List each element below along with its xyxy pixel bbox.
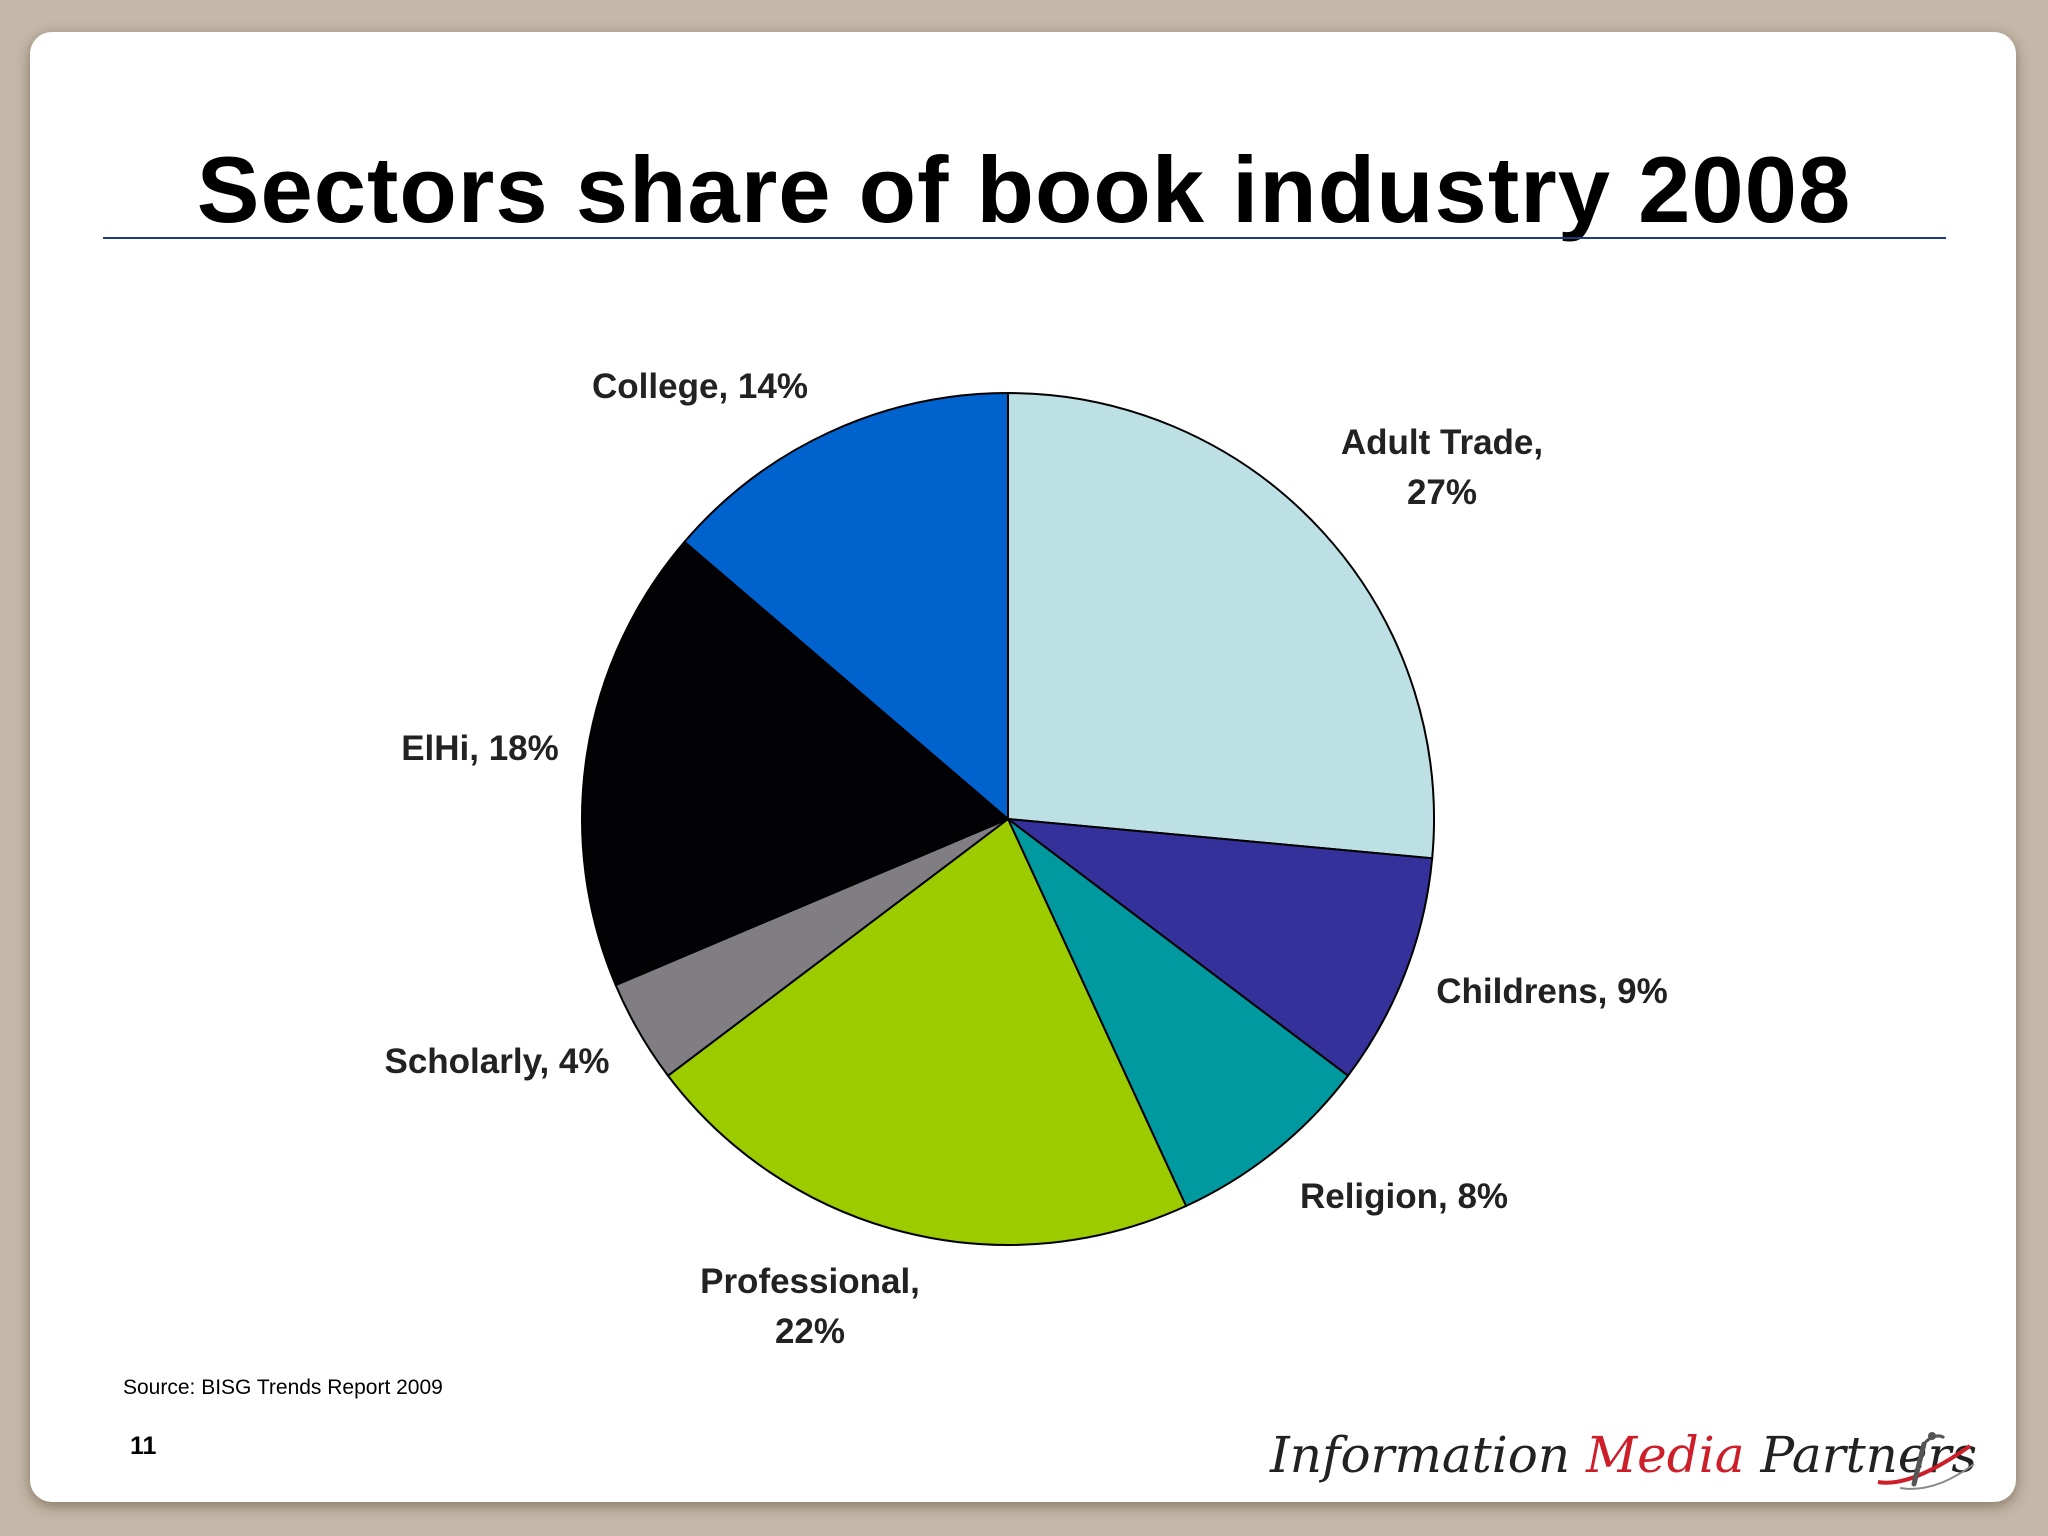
pie-label-adult-trade: Adult Trade, 27% — [1341, 423, 1543, 512]
pie-slice-elhi — [581, 540, 1010, 987]
title-underline — [103, 237, 1946, 239]
pie-slice-childrens — [1004, 817, 1434, 1078]
logo-word-information: Information — [1270, 1426, 1571, 1484]
pie-label-college: College, 14% — [592, 367, 808, 406]
pie-label-professional: Professional, 22% — [700, 1262, 920, 1351]
pie-label-childrens: Childrens, 9% — [1436, 972, 1667, 1011]
pie-labels: Adult Trade, 27% Childrens, 9% Religion, 8%… — [384, 367, 1667, 1351]
pie-label-scholarly: Scholarly, 4% — [384, 1042, 609, 1081]
pie-slices — [581, 391, 1435, 1246]
pie-slice-religion — [1007, 818, 1350, 1208]
slide-title: Sectors share of book industry 2008 — [196, 137, 1852, 242]
source-note: Source: BISG Trends Report 2009 — [123, 1376, 443, 1399]
page-number: 11 — [130, 1432, 157, 1460]
logo-swoosh-icon — [1877, 1432, 1975, 1490]
company-logo-text: Information Media Partners — [1270, 1420, 1977, 1490]
pie-slice-adult-trade — [1007, 391, 1435, 860]
pie-label-religion: Religion, 8% — [1300, 1177, 1508, 1216]
pie-slice-college — [683, 391, 1009, 822]
logo-word-media: Media — [1585, 1426, 1745, 1484]
pie-slice-professional — [666, 817, 1188, 1246]
pie-label-elhi: ElHi, 18% — [401, 729, 559, 768]
